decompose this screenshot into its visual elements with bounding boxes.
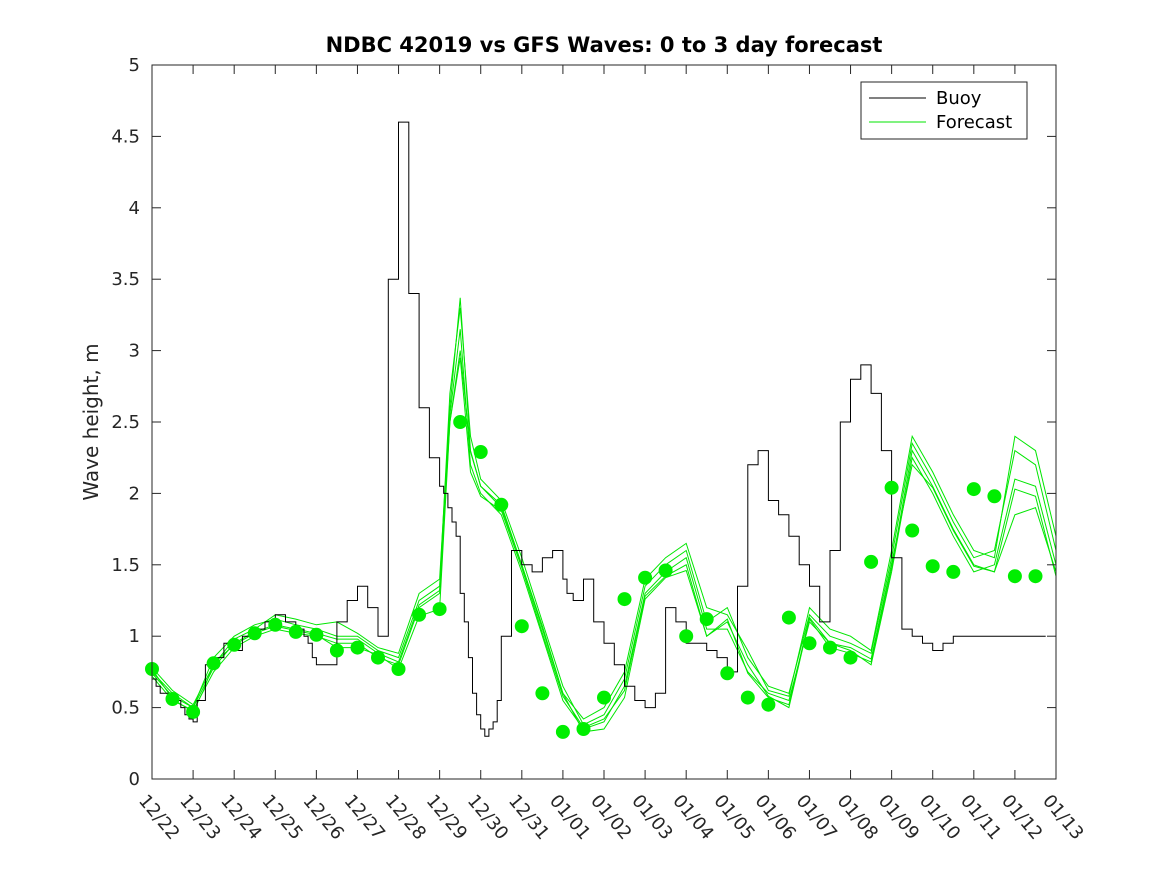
forecast-marker [412,607,427,622]
forecast-marker [432,602,447,617]
forecast-marker [535,686,550,701]
x-tick-label: 01/01 [545,791,594,844]
y-tick-label: 0.5 [111,698,140,719]
chart-title: NDBC 42019 vs GFS Waves: 0 to 3 day fore… [326,33,883,57]
forecast-marker [740,690,755,705]
forecast-marker [679,629,694,644]
forecast-marker [905,523,920,538]
forecast-marker [268,617,283,632]
x-tick-label: 12/22 [134,791,183,844]
x-tick-label: 12/24 [216,791,265,844]
forecast-marker [699,612,714,627]
forecast-marker [165,692,180,706]
x-tick-label: 01/10 [915,791,964,844]
forecast-marker [371,650,385,665]
forecast-marker [186,704,201,719]
forecast-marker [802,636,817,651]
x-tick-label: 01/06 [751,791,800,844]
buoy-line [152,121,1046,737]
x-tick-label: 12/27 [340,791,389,844]
y-tick-label: 2 [129,483,140,504]
forecast-marker [864,554,879,569]
plot-area [152,65,1056,779]
forecast-marker [823,640,837,655]
forecast-marker [576,722,591,736]
forecast-marker [391,662,406,676]
x-tick-label: 12/30 [463,791,512,844]
x-tick-label: 01/11 [956,791,1005,844]
x-tick-label: 01/05 [709,791,758,844]
forecast-marker [966,482,981,497]
x-tick-label: 01/13 [1038,791,1087,844]
forecast-marker [309,627,324,642]
forecast-marker [350,640,365,655]
forecast-marker [514,619,529,634]
forecast-marker [987,489,1002,504]
x-tick-label: 12/31 [504,791,553,844]
legend: Buoy Forecast [860,81,1028,140]
y-axis-label: Wave height, m [79,343,103,500]
x-tick-label: 01/03 [627,791,676,844]
forecast-marker [288,624,303,639]
y-tick-label: 1.5 [111,555,140,576]
forecast-marker [925,559,940,574]
forecast-marker [617,592,632,607]
x-tick-label: 01/07 [792,791,841,844]
markers-layer [145,415,1043,739]
y-tick-label: 2.5 [111,412,140,433]
y-tick-label: 3 [129,341,140,362]
y-tick-label: 3.5 [111,269,140,290]
forecast-marker [781,610,796,625]
forecast-marker [843,650,858,665]
forecast-marker [597,690,611,705]
x-tick-label: 01/02 [586,791,635,844]
forecast-marker [329,643,344,658]
forecast-marker [494,497,509,512]
forecast-marker [638,570,653,585]
x-tick-label: 01/09 [874,791,923,844]
forecast-marker [658,563,673,578]
forecast-marker [473,445,488,459]
forecast-marker [946,564,961,579]
x-tick-label: 12/23 [175,791,224,844]
forecast-marker [884,480,899,495]
forecast-marker [761,697,776,712]
forecast-marker [720,666,735,681]
x-tick-label: 12/28 [381,791,430,844]
forecast-marker [206,656,221,671]
y-tick-label: 4 [129,198,140,219]
forecast-marker [555,724,570,739]
forecast-marker [453,415,468,429]
legend-forecast-label: Forecast [936,112,1012,133]
y-tick-label: 1 [129,626,140,647]
x-tick-label: 12/25 [257,791,306,844]
forecast-marker [1028,569,1043,584]
y-axis: 0 0.5 1 1.5 2 2.5 3 3.5 4 4.5 5 [111,55,1056,790]
x-tick-label: 01/04 [668,791,717,844]
y-tick-label: 0 [129,769,140,790]
forecast-marker [227,637,242,652]
legend-buoy-label: Buoy [936,88,982,109]
plot-background [152,65,1056,779]
y-tick-label: 4.5 [111,126,140,147]
y-tick-label: 5 [129,55,140,76]
x-tick-label: 12/26 [299,791,348,844]
x-tick-label: 12/29 [422,791,471,844]
forecast-marker [1007,569,1022,584]
forecast-line-4 [151,297,1057,720]
x-tick-label: 01/12 [997,791,1046,844]
forecast-marker [247,626,262,641]
x-tick-label: 01/08 [833,791,882,844]
legend-box [860,81,1028,140]
